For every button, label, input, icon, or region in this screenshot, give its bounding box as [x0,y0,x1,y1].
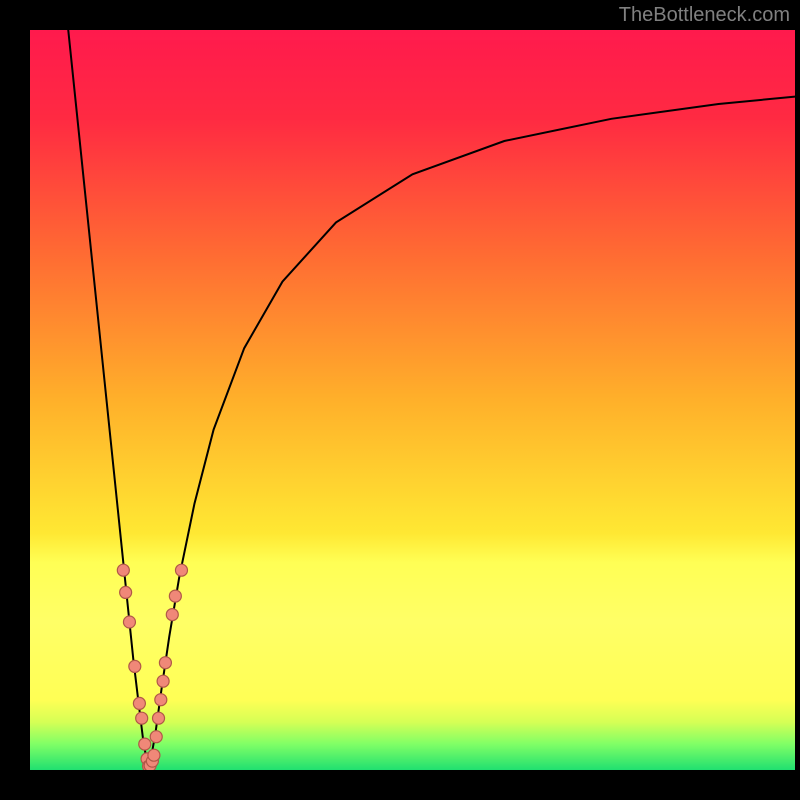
scatter-point [166,609,178,621]
watermark-text: TheBottleneck.com [619,4,790,27]
scatter-point [129,660,141,672]
scatter-point [139,738,151,750]
scatter-point [153,712,165,724]
scatter-point [150,731,162,743]
scatter-point [159,657,171,669]
plot-svg [30,30,795,770]
scatter-point [148,749,160,761]
scatter-point [175,564,187,576]
scatter-point [157,675,169,687]
chart-container: TheBottleneck.com [0,0,800,800]
scatter-point [120,586,132,598]
gradient-background [30,30,795,770]
scatter-point [123,616,135,628]
scatter-point [117,564,129,576]
scatter-point [169,590,181,602]
scatter-point [155,694,167,706]
scatter-point [136,712,148,724]
scatter-point [133,697,145,709]
plot-area [30,30,795,770]
